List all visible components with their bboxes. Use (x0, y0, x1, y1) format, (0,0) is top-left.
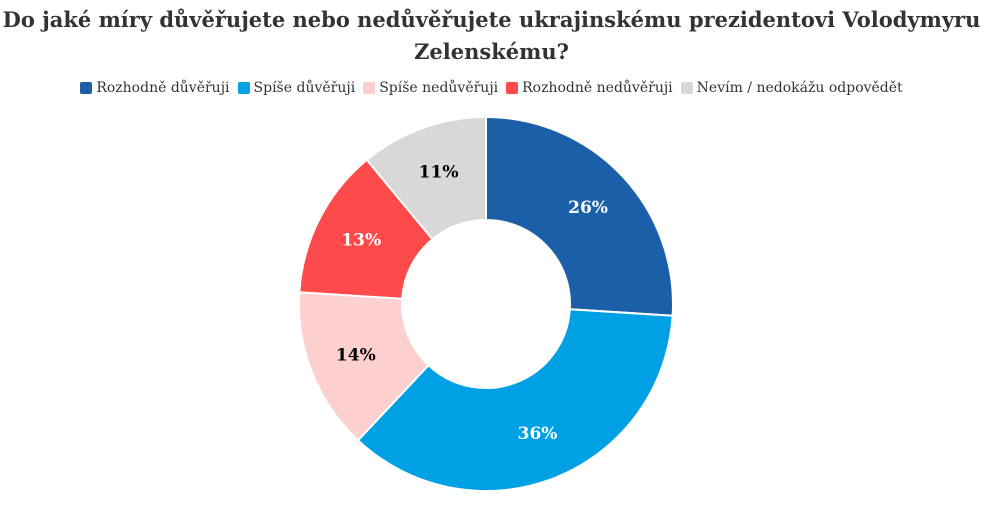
donut-slice-1[interactable] (356, 308, 674, 492)
legend-item-spise-neduveruji[interactable]: Spíše nedůvěřuji (363, 80, 498, 96)
chart-legend: Rozhodně důvěřuji Spíše důvěřuji Spíše n… (0, 80, 983, 96)
donut-slices (298, 116, 674, 492)
legend-label: Rozhodně důvěřuji (96, 80, 230, 96)
donut-slice-2[interactable] (298, 291, 430, 442)
legend-label: Nevím / nedokážu odpovědět (696, 80, 903, 96)
legend-swatch (680, 82, 693, 94)
donut-slice-0[interactable] (485, 116, 674, 317)
donut-slice-3[interactable] (298, 158, 434, 300)
legend-label: Spíše důvěřuji (253, 80, 356, 96)
legend-label: Spíše nedůvěřuji (379, 80, 499, 96)
legend-item-rozhodne-duveruji[interactable]: Rozhodně důvěřuji (80, 80, 230, 96)
legend-swatch (506, 82, 519, 94)
chart-title: Do jaké míry důvěřujete nebo nedůvěřujet… (2, 7, 981, 64)
legend-label: Rozhodně nedůvěřuji (522, 80, 673, 96)
legend-item-spise-duveruji[interactable]: Spíše důvěřuji (237, 80, 356, 96)
legend-swatch (363, 82, 376, 94)
slice-data-label-2: 14% (336, 346, 376, 366)
legend-swatch (80, 82, 93, 94)
legend-item-nevim[interactable]: Nevím / nedokážu odpovědět (680, 80, 903, 96)
legend-swatch (237, 82, 250, 94)
slice-data-label-1: 36% (518, 424, 558, 444)
slice-data-label-4: 11% (419, 162, 459, 182)
slice-data-label-0: 26% (568, 198, 608, 218)
legend-item-rozhodne-neduveruji[interactable]: Rozhodně nedůvěřuji (506, 80, 673, 96)
donut-labels: 26% 36% 14% 13% 11% (336, 162, 608, 444)
donut-slice-4[interactable] (365, 116, 487, 241)
slice-data-label-3: 13% (341, 230, 381, 250)
